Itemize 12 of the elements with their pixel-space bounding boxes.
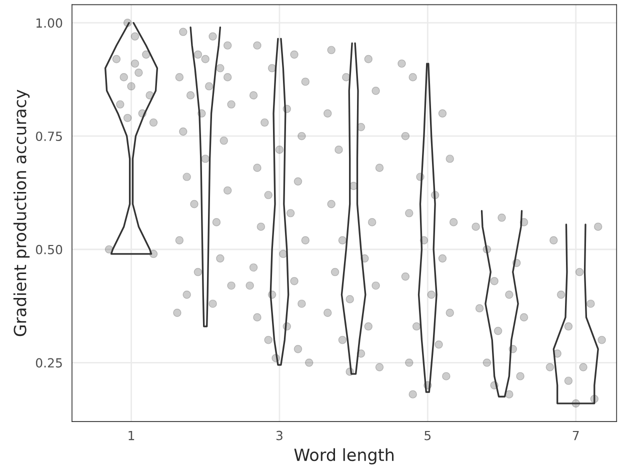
y-tick-label: 1.00: [36, 18, 62, 28]
x-axis-title: Word length: [294, 448, 394, 464]
y-tick-label: 0.75: [36, 132, 62, 142]
line-series: [340, 42, 366, 375]
y-tick-label: 0.50: [36, 244, 62, 254]
y-axis-title: Gradient production accuracy: [13, 90, 30, 336]
y-tick-label: 0.25: [36, 358, 62, 368]
x-tick-label: 1: [128, 430, 134, 440]
x-tick-label: 3: [276, 430, 282, 440]
x-tick-label: 5: [424, 430, 431, 440]
x-tick-label: 7: [572, 430, 579, 440]
line-series: [552, 224, 599, 404]
